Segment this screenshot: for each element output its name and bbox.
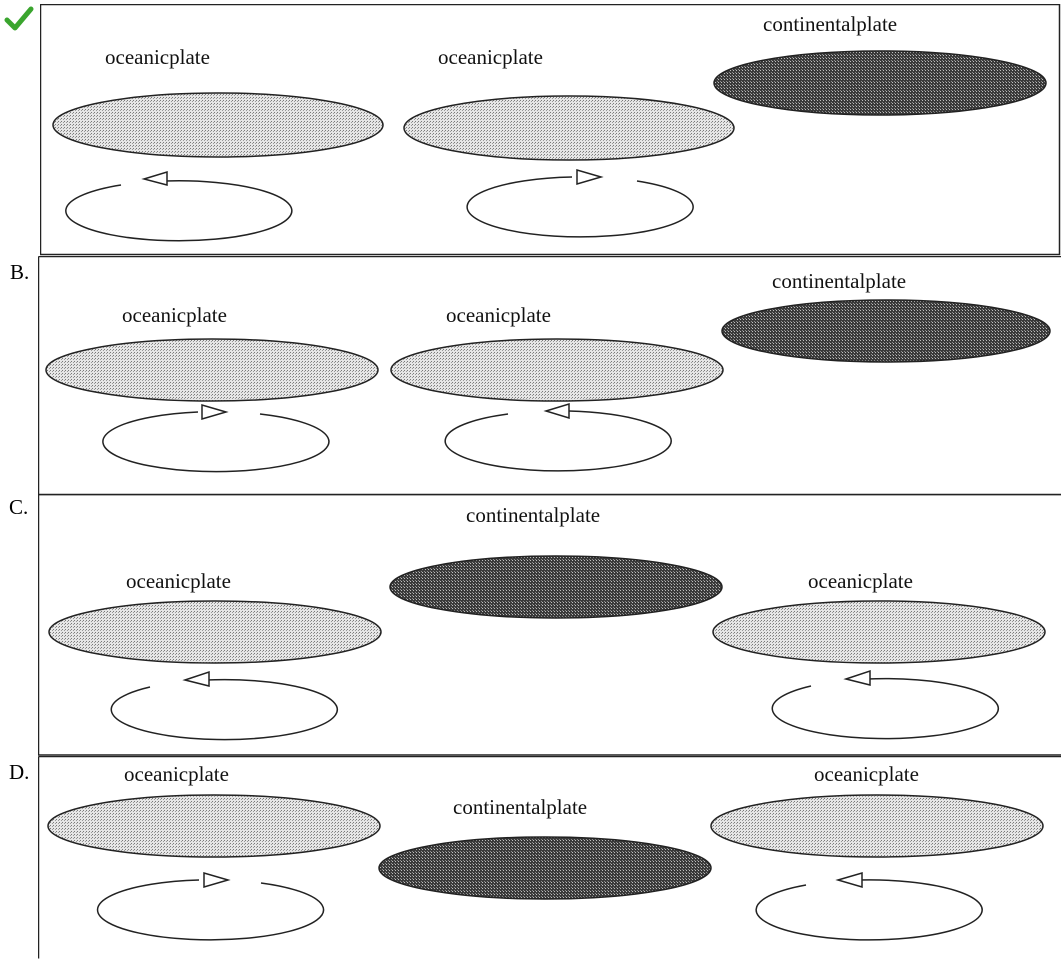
oceanic-plate — [403, 95, 735, 161]
oceanic-plate — [45, 338, 379, 402]
convection-cell-counterclockwise — [65, 180, 293, 242]
arrowhead-icon — [141, 170, 168, 186]
arrowhead-icon — [543, 402, 570, 420]
oceanic-plate — [52, 92, 384, 158]
convection-cell-counterclockwise — [771, 677, 999, 740]
oceanic-plate — [47, 794, 381, 858]
oceanic-plate — [390, 338, 724, 402]
plate-label: oceanicplate — [814, 762, 919, 786]
convection-cell-counterclockwise — [110, 678, 338, 741]
arrowhead-icon — [182, 670, 210, 687]
option-c-diagram[interactable]: oceanicplate continentalplate oceanicpla… — [38, 494, 1062, 756]
convection-cell-counterclockwise — [755, 879, 983, 941]
plate-label: oceanicplate — [124, 762, 229, 786]
plate-label: continentalplate — [453, 795, 587, 819]
continental-plate — [389, 555, 723, 619]
continental-plate — [713, 50, 1047, 116]
plate-label: continentalplate — [466, 503, 600, 527]
convection-cell-counterclockwise — [444, 410, 672, 472]
plate-label: oceanicplate — [446, 303, 551, 327]
plate-label: oceanicplate — [105, 45, 210, 69]
continental-plate — [721, 299, 1051, 363]
oceanic-plate — [712, 600, 1046, 664]
arrowhead-icon — [576, 169, 604, 185]
option-b-diagram[interactable]: oceanicplate oceanicplate continentalpla… — [38, 256, 1062, 496]
option-a-diagram[interactable]: oceanicplate oceanicplate continentalpla… — [40, 4, 1061, 256]
option-d-letter: D. — [9, 760, 30, 784]
arrowhead-icon — [203, 872, 231, 888]
continental-plate — [378, 836, 712, 900]
plate-label: oceanicplate — [122, 303, 227, 327]
checkmark-icon — [4, 6, 34, 31]
option-d-diagram[interactable]: oceanicplate continentalplate oceanicpla… — [38, 756, 1062, 963]
plate-label: oceanicplate — [438, 45, 543, 69]
convection-cell-clockwise — [96, 879, 325, 941]
plate-label: oceanicplate — [808, 569, 913, 593]
arrowhead-icon — [843, 669, 871, 686]
option-c-letter: C. — [9, 495, 29, 519]
option-b-letter: B. — [10, 260, 30, 284]
arrowhead-icon — [835, 872, 863, 888]
arrowhead-icon — [201, 404, 229, 420]
convection-cell-clockwise — [466, 176, 694, 238]
convection-cell-clockwise — [102, 411, 330, 473]
plate-label: continentalplate — [763, 12, 897, 36]
oceanic-plate — [710, 794, 1044, 858]
plate-label: continentalplate — [772, 269, 906, 293]
oceanic-plate — [48, 600, 382, 664]
plate-label: oceanicplate — [126, 569, 231, 593]
